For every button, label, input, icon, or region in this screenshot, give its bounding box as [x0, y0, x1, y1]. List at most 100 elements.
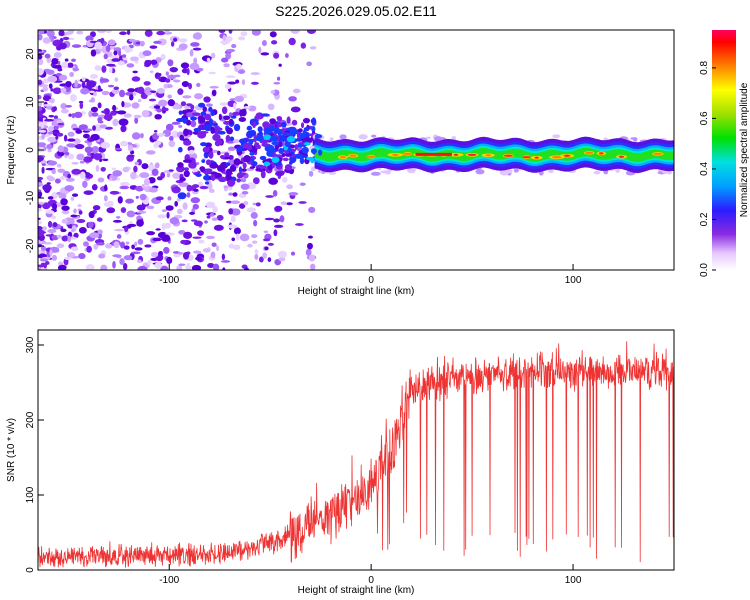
y-tick-label: 0 [25, 567, 36, 573]
noise-blob [78, 253, 86, 260]
spectrogram-x-ticks: -100 0 100 [159, 264, 582, 286]
noise-blob [251, 30, 261, 36]
noise-blob [67, 173, 72, 179]
noise-blob [38, 112, 43, 119]
noise-blob [156, 108, 162, 113]
noise-blob [86, 80, 97, 88]
noise-blob [38, 94, 42, 100]
noise-blob [47, 148, 52, 153]
noise-blob [188, 82, 193, 90]
band-halo [358, 134, 368, 140]
noise-blob [90, 49, 97, 57]
noise-blob [230, 215, 236, 223]
noise-blob [213, 224, 224, 231]
noise-blob [251, 240, 258, 244]
noise-blob [112, 254, 122, 258]
noise-blob [149, 45, 158, 49]
noise-blob [251, 234, 258, 239]
noise-blob [260, 113, 270, 117]
noise-blob [57, 264, 67, 270]
noise-blob [290, 30, 300, 34]
noise-blob [66, 143, 76, 148]
signal-hotspot-core [522, 156, 531, 159]
noise-blob [309, 46, 317, 50]
noise-blob [288, 96, 297, 102]
noise-blob [55, 135, 59, 140]
noise-blob [114, 228, 124, 232]
transition-blob [250, 158, 255, 162]
noise-blob [136, 219, 144, 227]
noise-blob [193, 220, 203, 227]
noise-blob [114, 147, 122, 151]
noise-blob [85, 35, 94, 42]
noise-blob [228, 243, 235, 249]
noise-blob [85, 264, 95, 270]
band-halo [593, 170, 601, 175]
noise-blob [300, 122, 305, 129]
noise-blob [38, 182, 44, 187]
noise-blob [288, 37, 296, 46]
noise-blob [182, 117, 188, 124]
noise-blob [274, 144, 279, 151]
noise-blob [167, 196, 172, 201]
noise-blob [70, 214, 78, 218]
noise-blob [246, 207, 257, 213]
noise-blob [182, 159, 192, 163]
noise-blob [71, 161, 79, 165]
noise-blob [257, 126, 263, 133]
signal-hotspot-core [392, 153, 399, 156]
noise-blob [116, 110, 127, 115]
noise-blob [294, 223, 304, 226]
noise-blob [78, 227, 87, 234]
noise-blob [254, 249, 259, 254]
noise-blob [122, 263, 128, 270]
noise-blob [112, 118, 119, 127]
noise-blob [171, 186, 181, 194]
noise-blob [97, 30, 107, 33]
noise-blob [154, 140, 162, 146]
noise-blob [152, 237, 162, 242]
noise-blob [126, 63, 135, 68]
transition-blob [269, 125, 275, 132]
noise-blob [238, 36, 246, 41]
noise-blob [143, 81, 151, 86]
noise-blob [209, 162, 219, 169]
transition-blob [287, 146, 292, 153]
transition-blob [318, 149, 323, 156]
noise-blob [205, 159, 212, 166]
noise-blob [254, 253, 259, 260]
noise-blob [56, 163, 62, 168]
signal-hotspot-core [599, 152, 604, 155]
noise-blob [310, 263, 316, 270]
transition-blob [297, 144, 304, 148]
noise-blob [65, 177, 75, 182]
noise-blob [119, 89, 126, 98]
spectrogram-x-label: Height of straight line (km) [298, 286, 415, 297]
noise-blob [205, 201, 216, 209]
noise-blob [153, 129, 158, 133]
noise-blob [51, 215, 57, 220]
noise-blob [67, 131, 75, 137]
noise-blob [100, 166, 106, 172]
band-halo [339, 134, 347, 140]
noise-blob [233, 244, 241, 251]
noise-blob [53, 125, 59, 130]
noise-blob [139, 193, 147, 201]
noise-blob [155, 57, 162, 63]
noise-blob [208, 118, 213, 126]
noise-blob [177, 162, 184, 168]
noise-blob [47, 136, 57, 143]
noise-blob [120, 241, 126, 249]
noise-blob [94, 41, 103, 50]
noise-blob [267, 242, 274, 246]
noise-blob [46, 144, 53, 150]
transition-blob [301, 146, 309, 154]
noise-blob [47, 160, 58, 166]
noise-blob [207, 263, 215, 268]
noise-blob [171, 130, 179, 139]
transition-blob [295, 153, 303, 159]
band-halo [615, 168, 620, 173]
noise-blob [38, 142, 47, 147]
noise-blob [38, 249, 42, 255]
noise-blob [261, 39, 267, 47]
